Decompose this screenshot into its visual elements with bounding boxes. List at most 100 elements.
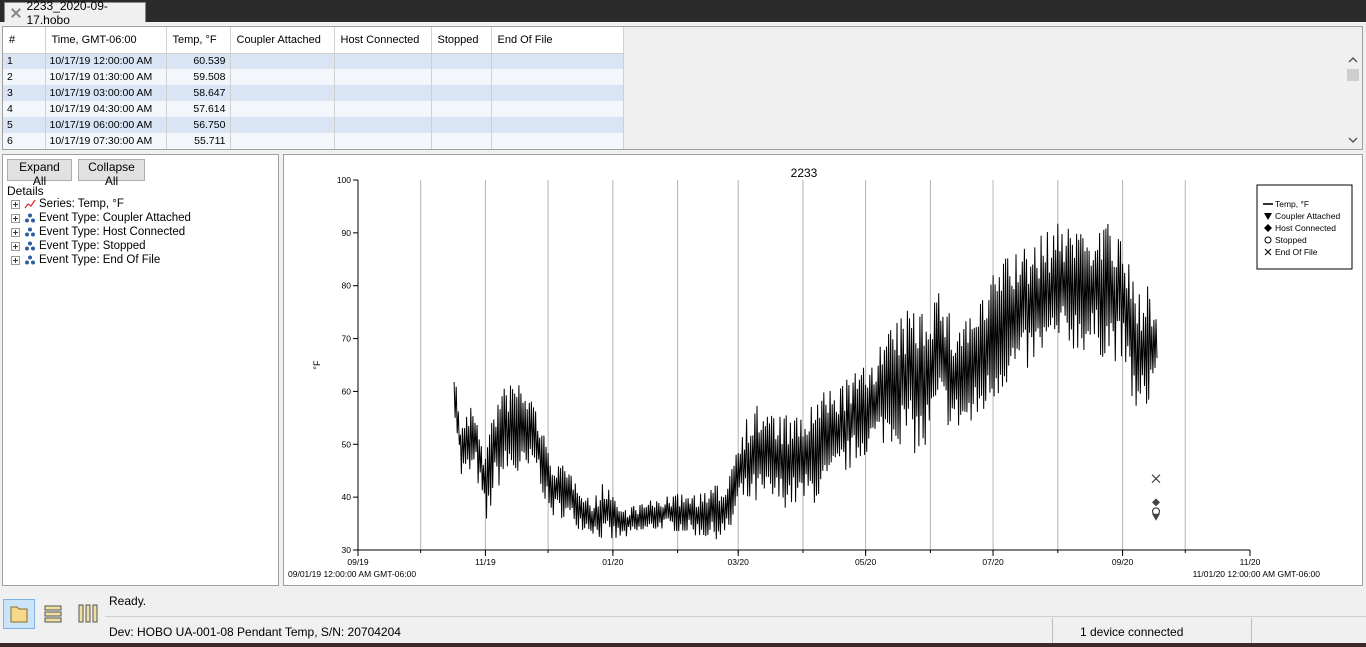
series-line-icon xyxy=(24,199,36,209)
scroll-up-icon[interactable] xyxy=(1348,55,1358,65)
row-coupler-attached xyxy=(230,117,335,133)
row-coupler-attached xyxy=(230,133,335,149)
columns-icon xyxy=(78,604,98,623)
status-message: Ready. xyxy=(109,594,147,608)
rows-icon xyxy=(44,605,62,623)
tree-item-label: Event Type: Stopped xyxy=(39,240,146,252)
row-number: 5 xyxy=(3,117,46,133)
expand-plus-icon[interactable] xyxy=(11,255,20,265)
row-host-connected xyxy=(334,101,432,117)
event-coupler-attached-marker xyxy=(1151,513,1160,521)
x-ticks: 09/19 11/19 01/20 03/20 05/20 07/20 09/20 11/20 xyxy=(347,550,1261,567)
table-scrollbar[interactable] xyxy=(1346,51,1360,147)
tree-item-label: Event Type: End Of File xyxy=(39,254,161,266)
column-header-host-connected[interactable]: Host Connected xyxy=(334,27,432,54)
plot-axes xyxy=(357,180,1250,551)
row-host-connected xyxy=(334,133,432,149)
plot-gridlines xyxy=(420,180,1186,550)
file-tab[interactable]: 2233_2020-09-17.hobo xyxy=(4,0,146,27)
plot-pane[interactable]: 30 40 50 60 70 80 90 100 09/19 11/19 01/20 03/20 05… xyxy=(283,154,1363,586)
y-ticks: 30 40 50 60 70 80 90 100 xyxy=(337,175,358,555)
row-coupler-attached xyxy=(230,69,335,85)
table-row[interactable]: 2 10/17/19 01:30:00 AM 59.508 xyxy=(3,69,624,85)
row-host-connected xyxy=(334,69,432,85)
row-stopped xyxy=(431,53,492,69)
view-columns-button[interactable] xyxy=(72,599,104,629)
column-header-stopped[interactable]: Stopped xyxy=(431,27,492,54)
table-row[interactable]: 1 10/17/19 12:00:00 AM 60.539 xyxy=(3,53,624,69)
row-temp: 55.711 xyxy=(166,133,231,149)
tree-item-host-connected[interactable]: Event Type: Host Connected xyxy=(11,225,191,239)
folder-icon xyxy=(10,606,28,623)
x-tick-label: 01/20 xyxy=(602,557,624,567)
details-pane: Expand All Collapse All Details Series: … xyxy=(2,154,279,586)
y-tick-label: 50 xyxy=(342,439,352,449)
x-range-end-label: 11/01/20 12:00:00 AM GMT-06:00 xyxy=(1193,569,1321,579)
tree-item-label: Event Type: Coupler Attached xyxy=(39,212,191,224)
tree-item-label: Event Type: Host Connected xyxy=(39,226,186,238)
table-row[interactable]: 4 10/17/19 04:30:00 AM 57.614 xyxy=(3,101,624,117)
row-stopped xyxy=(431,117,492,133)
table-row[interactable]: 5 10/17/19 06:00:00 AM 56.750 xyxy=(3,117,624,133)
close-icon[interactable] xyxy=(11,8,21,18)
scroll-down-icon[interactable] xyxy=(1348,135,1358,145)
row-stopped xyxy=(431,85,492,101)
series-line xyxy=(453,223,1158,540)
row-number: 3 xyxy=(3,85,46,101)
column-header-coupler-attached[interactable]: Coupler Attached xyxy=(230,27,335,54)
x-tick-label: 11/20 xyxy=(1240,557,1261,567)
expand-plus-icon[interactable] xyxy=(11,241,20,251)
collapse-all-button[interactable]: Collapse All xyxy=(78,159,145,188)
expand-all-button[interactable]: Expand All xyxy=(7,159,72,188)
x-tick-label: 07/20 xyxy=(982,557,1004,567)
column-header-time[interactable]: Time, GMT-06:00 xyxy=(45,27,167,54)
column-header-number[interactable]: # xyxy=(3,27,46,54)
tree-item-stopped[interactable]: Event Type: Stopped xyxy=(11,239,191,253)
view-details-button[interactable] xyxy=(3,599,35,629)
x-tick-label: 11/19 xyxy=(475,557,496,567)
y-axis-label: °F xyxy=(312,360,322,370)
tab-bar: 2233_2020-09-17.hobo xyxy=(0,0,1366,27)
x-range-start-label: 09/01/19 12:00:00 AM GMT-06:00 xyxy=(288,569,416,579)
data-table: # Time, GMT-06:00 Temp, °F Coupler Attac… xyxy=(3,27,624,149)
chart-title: 2233 xyxy=(791,166,818,180)
expand-plus-icon[interactable] xyxy=(11,213,20,223)
expand-plus-icon[interactable] xyxy=(11,199,20,209)
details-title: Details xyxy=(7,184,44,198)
row-host-connected xyxy=(334,85,432,101)
y-tick-label: 100 xyxy=(337,175,351,185)
table-row[interactable]: 3 10/17/19 03:00:00 AM 58.647 xyxy=(3,85,624,101)
y-tick-label: 90 xyxy=(342,228,352,238)
legend-box xyxy=(1256,184,1353,270)
row-time: 10/17/19 03:00:00 AM xyxy=(45,85,167,101)
column-header-temp[interactable]: Temp, °F xyxy=(166,27,231,54)
scroll-thumb[interactable] xyxy=(1347,69,1359,81)
table-row[interactable]: 6 10/17/19 07:30:00 AM 55.711 xyxy=(3,133,624,149)
row-temp: 58.647 xyxy=(166,85,231,101)
x-tick-label: 09/19 xyxy=(347,557,369,567)
device-count: 1 device connected xyxy=(1052,618,1252,644)
details-tree: Series: Temp, °F Event Type: Coupler Att… xyxy=(11,197,191,267)
table-header-row: # Time, GMT-06:00 Temp, °F Coupler Attac… xyxy=(3,27,624,54)
tree-item-series-temp[interactable]: Series: Temp, °F xyxy=(11,197,191,211)
event-end-of-file-marker xyxy=(1151,474,1161,484)
row-temp: 57.614 xyxy=(166,101,231,117)
data-table-pane: # Time, GMT-06:00 Temp, °F Coupler Attac… xyxy=(2,26,1363,150)
row-time: 10/17/19 04:30:00 AM xyxy=(45,101,167,117)
series-temp xyxy=(453,223,1158,540)
row-end-of-file xyxy=(491,85,624,101)
column-header-end-of-file[interactable]: End Of File xyxy=(491,27,624,54)
expand-plus-icon[interactable] xyxy=(11,227,20,237)
row-temp: 60.539 xyxy=(166,53,231,69)
view-table-button[interactable] xyxy=(37,599,69,629)
row-host-connected xyxy=(334,117,432,133)
tree-item-end-of-file[interactable]: Event Type: End Of File xyxy=(11,253,191,267)
status-divider xyxy=(105,616,1366,617)
tree-item-label: Series: Temp, °F xyxy=(39,198,124,210)
circle-icon xyxy=(1264,236,1272,244)
event-scatter-icon xyxy=(25,227,35,237)
chart-legend[interactable]: Temp, °F Coupler Attached Host Connected… xyxy=(1256,184,1353,270)
tree-item-coupler-attached[interactable]: Event Type: Coupler Attached xyxy=(11,211,191,225)
temperature-plot[interactable]: 30 40 50 60 70 80 90 100 09/19 11/19 01/20 03/20 05… xyxy=(284,155,1362,585)
